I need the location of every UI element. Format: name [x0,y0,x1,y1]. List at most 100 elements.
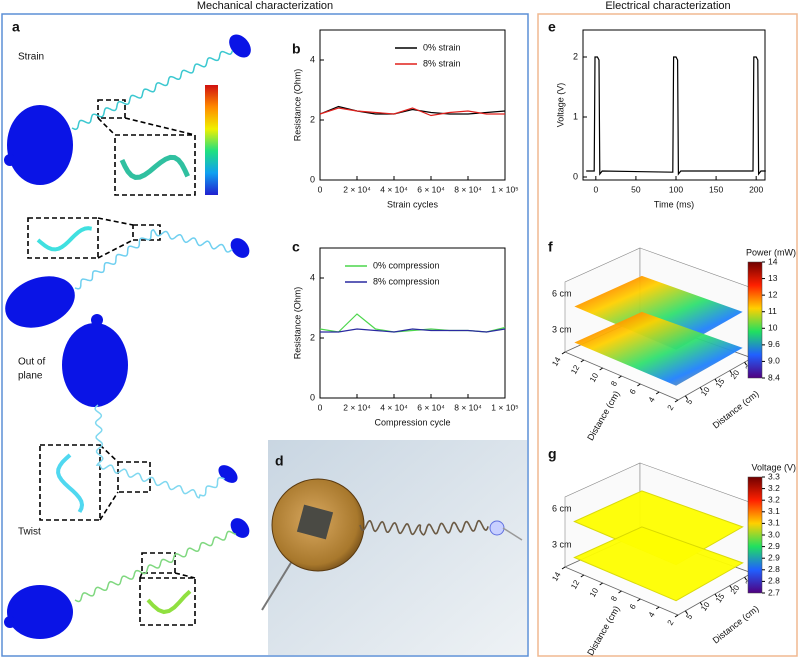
x-tick-label: 6 × 10⁴ [417,402,445,412]
x-tick [655,391,660,395]
legend-label: 8% compression [373,276,440,286]
layer-label: 3 cm [552,539,572,549]
y-tick-label: 4 [310,54,315,64]
left-frame [1,13,529,657]
x-tick-label: 4 × 10⁴ [380,402,408,412]
blob [229,34,251,58]
lead [502,527,523,541]
x-tick-label: 150 [709,184,723,194]
blob [7,105,73,185]
blob [4,154,16,166]
layer-label: 3 cm [552,324,572,334]
y-tick [699,602,703,606]
x-tick-label: 0 [593,184,598,194]
layer-label: 6 cm [552,288,572,298]
y-tick-label: 5 [684,612,694,621]
panel-label: f [548,239,553,255]
x-tick [674,399,679,403]
colorbar-tick-label: 13 [768,273,778,283]
colorbar-tick-label: 2.9 [768,552,780,562]
y-axis-label: Resistance (Ohm) [292,287,302,360]
y-tick [714,593,718,598]
x-tick-label: 6 × 10⁴ [417,184,445,194]
y-tick-label: 5 [684,397,694,406]
x-tick-label: 2 [666,618,676,627]
colorbar-tick-label: 3.0 [768,529,780,539]
y-axis-label: Distance (cm) [711,603,761,645]
colorbar-tick-label: 3.2 [768,494,780,504]
colorbar-title: Power (mW) [746,247,796,257]
x-axis-label: Distance (cm) [585,389,621,442]
colorbar-tick-label: 9.6 [768,339,780,349]
y-tick [714,378,718,383]
x-tick-label: 6 [628,602,638,611]
x-tick-label: 10 [588,371,601,384]
plot-frame [582,29,766,181]
x-tick-label: 4 × 10⁴ [380,184,408,194]
colorbar-tick-label: 3.1 [768,506,780,516]
x-tick [599,367,603,371]
data-line [320,328,506,333]
x-tick-label: 14 [550,355,563,368]
blob [230,518,250,538]
panel-label: d [275,453,284,469]
x-tick [655,606,660,610]
panel-label: g [548,446,557,462]
y-tick [684,610,688,615]
colorbar [747,261,763,379]
x-tick [580,574,585,578]
x-tick [637,598,641,602]
x-axis-label: Compression cycle [374,417,450,427]
blob [91,314,103,326]
x-tick-label: 2 [666,403,676,412]
caption: Strain [18,52,44,63]
data-line [319,107,505,117]
spring [119,154,190,180]
x-axis-label: Strain cycles [387,199,439,209]
x-tick-label: 8 [609,594,619,603]
y-tick-label: 2 [573,51,578,61]
x-tick-label: 6 [628,387,638,396]
x-tick-label: 8 [609,379,619,388]
colorbar [205,85,218,195]
panel-label: a [12,19,20,35]
spring [74,530,237,603]
x-tick-label: 1 × 10⁵ [491,402,518,412]
colorbar-tick-label: 14 [768,256,778,266]
x-tick-label: 10 [588,586,601,599]
caption: Twist [18,527,41,538]
plot-frame [319,247,506,399]
surface [574,275,743,350]
y-axis-label: Voltage (V) [555,83,565,128]
data-line [586,56,766,176]
blob [218,465,238,483]
x-tick-label: 8 × 10⁴ [454,402,482,412]
colorbar-title: Voltage (V) [751,462,796,472]
x-tick-label: 4 [647,395,657,404]
colorbar [747,476,763,594]
y-tick [744,361,748,366]
x-tick [618,375,622,379]
x-tick-label: 0 [318,402,323,412]
right-frame [537,13,798,657]
left-header: Mechanical characterization [197,0,333,12]
x-tick [561,351,566,355]
colorbar-tick-label: 10 [768,323,778,333]
x-tick [674,614,679,618]
insets [27,99,196,626]
plot-frame [319,29,506,181]
y-axis-label: Distance (cm) [711,388,761,430]
surface [573,526,744,602]
x-tick [561,566,566,570]
caption: Out of [18,357,45,368]
x-tick-label: 14 [550,570,563,583]
x-tick [637,383,641,387]
colorbar-tick-label: 3.3 [768,471,780,481]
spring [359,519,489,536]
colorbar-tick-label: 2.7 [768,587,780,597]
colorbar-tick-label: 11 [768,306,777,316]
spring [94,404,225,499]
blob [62,323,128,407]
x-axis-label: Distance (cm) [585,604,621,657]
blob [5,276,75,328]
